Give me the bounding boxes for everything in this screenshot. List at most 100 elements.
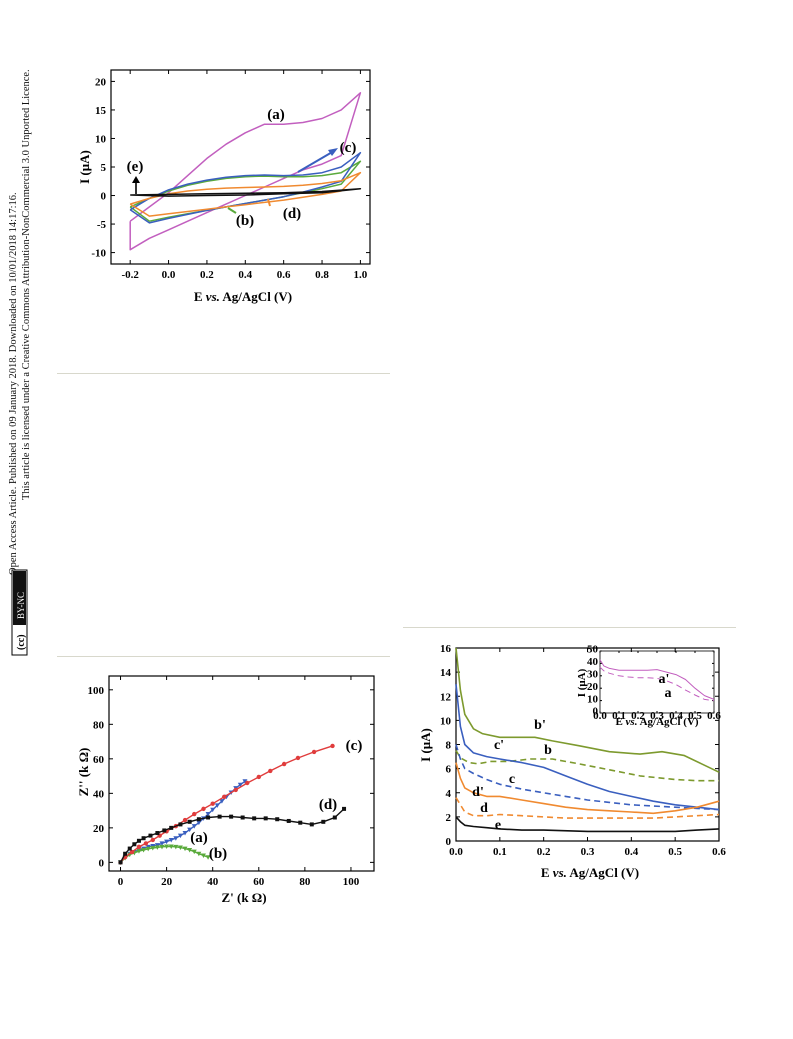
eis-series-c-point — [256, 774, 261, 780]
eis-series-a-point — [182, 831, 188, 836]
eis-ytick-label: 20 — [93, 823, 105, 835]
dpv-inset-label-a-prime: a' — [659, 672, 670, 687]
cc-badge-symbol: (cc) — [16, 634, 27, 650]
cv-xtick-label: 0.6 — [277, 269, 291, 281]
dpv-inset-ytick-label: 30 — [587, 668, 599, 680]
eis-series-c — [119, 745, 333, 863]
eis-series-b-point — [141, 847, 147, 853]
section-divider-top — [57, 373, 390, 374]
dpv-ytick-label: 10 — [440, 715, 452, 727]
eis-series-c-point — [281, 761, 287, 767]
eis-label-c: (c) — [346, 738, 363, 754]
eis-series-a-point — [187, 827, 193, 833]
cv-xtick-label: 0.2 — [200, 269, 214, 281]
eis-series-c-point — [311, 749, 317, 755]
eis-series-a-point — [164, 839, 170, 845]
cv-xlabel: E vs. Ag/AgCl (V) — [194, 289, 292, 304]
dpv-xtick-label: 0.0 — [449, 846, 463, 858]
eis-ylabel: Z'' (k Ω) — [76, 748, 91, 797]
eis-xtick-label: 0 — [118, 876, 124, 888]
eis-series-b-point — [173, 844, 179, 850]
dpv-inset-ytick-label: 50 — [587, 644, 599, 656]
dpv-ytick-label: 4 — [446, 788, 452, 800]
cv-xtick-label: -0.2 — [121, 269, 139, 281]
dpv-xtick-label: 0.6 — [712, 846, 726, 858]
eis-series-a-point — [219, 799, 225, 804]
cv-series-e — [130, 187, 362, 197]
cv-ytick-label: 0 — [101, 191, 107, 203]
cv-arrowhead-c — [328, 148, 338, 156]
eis-series-b-point — [205, 855, 211, 860]
eis-series-d-point — [127, 846, 132, 851]
cv-plot: -0.2 0.0 0.2 0.4 0.6 0.8 1.0 -10 -5 0 5 10 15 20 (a) (b… — [77, 69, 371, 304]
eis-series-d-point — [136, 838, 141, 843]
eis-series-c-point — [210, 801, 215, 806]
eis-series-c-point — [143, 841, 149, 846]
cv-arrow-c — [297, 150, 335, 173]
eis-series-a-point — [242, 779, 248, 784]
eis-xtick-label: 60 — [253, 876, 265, 888]
eis-series-a-point — [168, 837, 174, 843]
eis-series-d-point — [123, 851, 128, 856]
dpv-inset-xtick-label: 0.0 — [593, 710, 607, 722]
eis-xtick-label: 40 — [207, 876, 219, 888]
dpv-label-b: b — [544, 743, 552, 758]
dpv-ytick-label: 14 — [440, 667, 452, 679]
eis-ytick-label: 40 — [93, 788, 105, 800]
dpv-xtick-label: 0.2 — [537, 846, 551, 858]
dpv-xtick-label: 0.1 — [493, 846, 507, 858]
dpv-series-d — [455, 797, 720, 819]
eis-series-a-point — [177, 833, 183, 839]
cv-arrow-b — [227, 207, 237, 214]
eis-series-b-point — [196, 851, 202, 857]
cv-xtick-label: 0.0 — [162, 269, 176, 281]
eis-series-d-point — [169, 825, 174, 830]
cv-ytick-label: 20 — [95, 76, 107, 88]
eis-series-c-point — [182, 817, 188, 823]
dpv-inset-xlabel: E vs. Ag/AgCl (V) — [615, 716, 698, 728]
eis-ytick-label: 60 — [93, 754, 105, 766]
eis-series-b-point — [136, 849, 142, 854]
eis-series-d-point — [342, 806, 347, 811]
eis-series-b-point — [154, 845, 160, 850]
cv-ytick-label: -5 — [97, 219, 107, 231]
cv-ytick-label: 5 — [101, 162, 107, 174]
eis-series-d-point — [206, 815, 211, 820]
eis-series-b-point — [187, 847, 193, 853]
eis-series-b-point — [182, 846, 188, 852]
eis-series-d-point — [309, 822, 314, 827]
cv-label-a: (a) — [267, 107, 285, 123]
eis-series-b-point — [164, 844, 170, 849]
eis-series-c-point — [295, 755, 301, 761]
dpv-label-c: c — [509, 772, 515, 787]
dpv-inset-xtick-label: 0.6 — [707, 710, 721, 722]
eis-xlabel: Z' (k Ω) — [221, 890, 266, 905]
eis-series-d-point — [187, 819, 192, 824]
eis-series-b-point — [200, 853, 206, 858]
eis-xtick-label: 100 — [343, 876, 360, 888]
eis-series-c-point — [201, 806, 206, 812]
dpv-xlabel: E vs. Ag/AgCl (V) — [541, 865, 639, 880]
eis-xtick-label: 20 — [161, 876, 173, 888]
eis-series-d-point — [155, 831, 160, 836]
dpv-xtick-label: 0.3 — [581, 846, 595, 858]
cv-arrow-d — [267, 198, 271, 207]
cc-by-nc-badge[interactable]: (cc) BY-NC — [11, 569, 28, 656]
eis-plot: 0 20 40 60 80 100 0 20 40 60 80 100 (a)(b) (c) (d) Z' (… — [76, 675, 375, 905]
cv-arrowhead-e — [132, 176, 140, 183]
cv-xtick-label: 1.0 — [354, 269, 368, 281]
cv-label-c: (c) — [340, 140, 357, 156]
dpv-label-b-prime: b' — [534, 718, 546, 733]
dpv-ytick-label: 0 — [446, 836, 452, 848]
cv-label-d: (d) — [283, 206, 301, 222]
dpv-ytick-label: 8 — [446, 740, 452, 752]
cv-label-e: (e) — [127, 159, 144, 175]
dpv-label-d: d — [480, 801, 488, 816]
eis-label-d: (d) — [319, 797, 337, 813]
dpv-series-e — [455, 816, 720, 833]
dpv-inset-series-a — [599, 666, 715, 702]
dpv-series-b — [455, 750, 719, 782]
eis-series-c-point — [136, 844, 142, 850]
